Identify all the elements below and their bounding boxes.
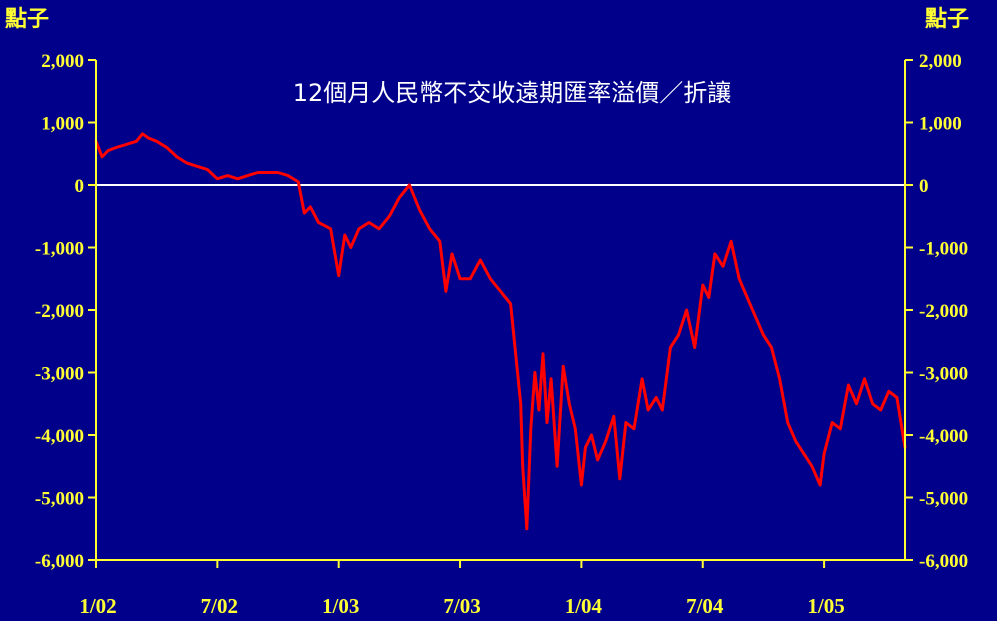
x-axis: 1/02 7/02 1/03 7/03 1/04 7/04 1/05 <box>79 560 845 618</box>
x-tick-label: 7/03 <box>443 594 480 618</box>
x-tick-label: 1/05 <box>807 594 844 618</box>
y-tick-label-left: -4,000 <box>35 426 84 447</box>
x-tick-label: 1/03 <box>322 594 359 618</box>
y-tick-label-right: -6,000 <box>919 551 968 572</box>
y-tick-label-left: -5,000 <box>35 489 84 510</box>
series-line <box>94 132 907 531</box>
y-tick-label-right: -2,000 <box>919 301 968 322</box>
y-tick-label-left: -1,000 <box>35 239 84 260</box>
y-tick-label-right: -4,000 <box>919 426 968 447</box>
y-tick-label-right: -3,000 <box>919 364 968 385</box>
y-tick-label-left: -3,000 <box>35 364 84 385</box>
y-tick-label-left: -2,000 <box>35 301 84 322</box>
x-tick-label: 7/04 <box>686 594 724 618</box>
y-tick-label-left: 0 <box>75 176 85 197</box>
y-axis-left: 2,000 1,000 0 -1,000 -2,000 -3,000 -4,000 -5,00… <box>35 51 96 572</box>
y-unit-label-right: 點子 <box>925 7 969 32</box>
x-tick-label: 7/02 <box>201 594 238 618</box>
y-tick-label-right: -5,000 <box>919 489 968 510</box>
y-tick-label-right: 2,000 <box>919 51 962 72</box>
y-tick-label-right: -1,000 <box>919 239 968 260</box>
y-tick-label-left: 2,000 <box>41 51 84 72</box>
x-tick-label: 1/02 <box>79 594 116 618</box>
chart-title: 12個月人民幣不交收遠期匯率溢價／折讓 <box>293 79 732 107</box>
y-unit-label-left: 點子 <box>5 7 49 32</box>
y-tick-label-right: 0 <box>919 176 929 197</box>
series-group <box>94 132 907 531</box>
y-axis-right: 2,000 1,000 0 -1,000 -2,000 -3,000 -4,000 -5,00… <box>905 51 968 572</box>
y-tick-label-left: -6,000 <box>35 551 84 572</box>
y-tick-label-right: 1,000 <box>919 114 962 135</box>
y-tick-label-left: 1,000 <box>41 114 84 135</box>
x-tick-label: 1/04 <box>565 594 603 618</box>
